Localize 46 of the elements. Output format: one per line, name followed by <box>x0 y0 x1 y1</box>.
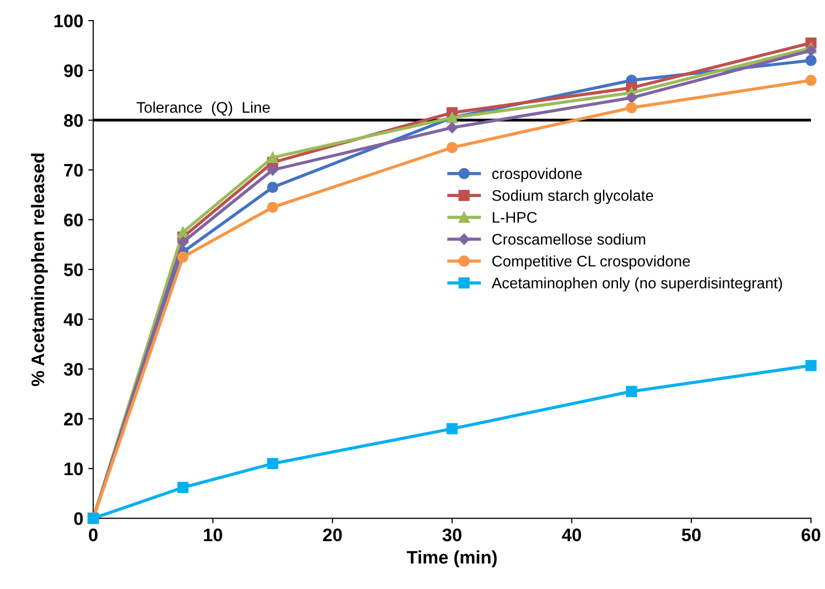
y-tick-label: 30 <box>64 362 83 376</box>
y-tick-label: 60 <box>64 214 83 226</box>
x-tick-label: 10 <box>204 528 222 542</box>
point <box>626 92 638 104</box>
legend-label: Croscamellose sodium <box>492 233 646 245</box>
legend-label: Acetaminophen only (no superdisintegrant) <box>492 277 782 292</box>
y-axis-title: % Acetaminophen released <box>30 154 48 386</box>
x-tick-label: 60 <box>802 528 820 542</box>
x-tick-label: 50 <box>682 528 701 542</box>
point <box>177 482 188 494</box>
point <box>177 251 188 263</box>
point <box>446 122 458 134</box>
y-tick-label: 100 <box>54 14 83 28</box>
point <box>267 458 278 470</box>
point <box>267 182 278 193</box>
y-tick-label: 50 <box>64 263 83 276</box>
x-tick-label: 30 <box>442 528 462 542</box>
legend-label: Sodium starch glycolate <box>492 190 654 204</box>
x-axis-title: Time (min) <box>406 550 497 568</box>
y-tick-label: 10 <box>64 462 83 476</box>
y-tick-label: 80 <box>64 114 83 127</box>
y-tick-label: 20 <box>64 412 83 426</box>
point <box>446 423 458 434</box>
x-tick-label: 40 <box>562 528 582 542</box>
point <box>267 164 278 176</box>
point <box>177 236 189 248</box>
x-tick-label: 0 <box>88 528 98 542</box>
point <box>805 54 817 66</box>
y-tick-label: 0 <box>74 512 83 526</box>
point <box>267 202 278 213</box>
point <box>805 44 817 56</box>
point <box>626 102 638 114</box>
point <box>805 360 817 372</box>
y-tick-label: 90 <box>64 64 83 78</box>
point <box>446 142 458 154</box>
x-tick-label: 20 <box>323 528 342 542</box>
ref-line-label: Tolerance (Q) Line <box>136 102 270 116</box>
point <box>626 386 638 397</box>
legend-label: L-HPC <box>492 212 537 223</box>
legend-label: crospovidone <box>492 168 582 182</box>
point <box>177 226 188 238</box>
legend-label: Competitive CL crospovidone <box>492 255 690 270</box>
point <box>267 152 278 164</box>
point <box>805 74 817 86</box>
y-tick-label: 70 <box>64 164 83 177</box>
y-tick-label: 40 <box>64 313 83 326</box>
